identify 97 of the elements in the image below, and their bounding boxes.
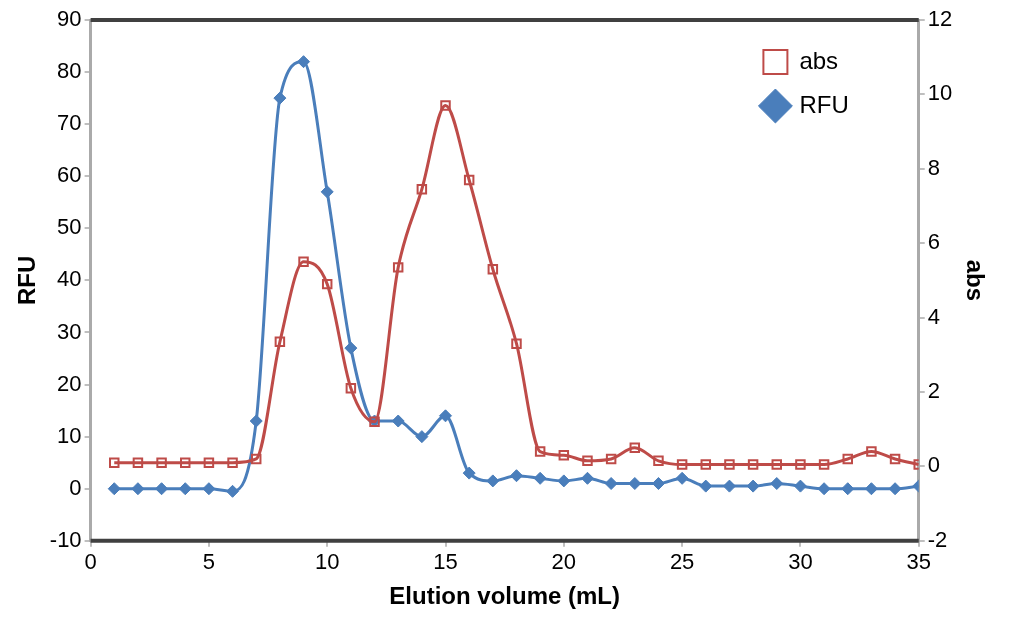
x-tick-label: 20: [551, 549, 577, 575]
point: [178, 482, 192, 496]
y-tick-label: 90: [57, 6, 82, 32]
point: [700, 459, 712, 470]
point: [629, 442, 641, 454]
point: [273, 91, 287, 105]
point: [107, 482, 121, 496]
point: [250, 453, 262, 465]
y2-tick-label: 4: [927, 303, 940, 329]
point: [795, 459, 806, 470]
point: [557, 474, 571, 488]
point: [345, 383, 357, 394]
point: [817, 482, 831, 496]
point: [509, 469, 523, 483]
point: [320, 185, 334, 199]
point: [818, 459, 830, 470]
point: [699, 479, 713, 493]
point: [533, 471, 547, 485]
x-tick-label: 10: [314, 549, 340, 575]
point: [156, 457, 167, 468]
point: [249, 414, 263, 428]
y2-tick-label: 12: [927, 6, 953, 32]
point: [722, 479, 736, 493]
point: [866, 446, 877, 457]
y-tick-label: 70: [57, 110, 82, 136]
point: [227, 457, 238, 468]
point: [274, 336, 286, 348]
y2-tick-label: -2: [927, 526, 948, 552]
point: [297, 55, 311, 69]
point: [842, 453, 853, 465]
point: [391, 414, 405, 428]
point: [462, 466, 476, 480]
point: [131, 482, 145, 496]
point: [771, 459, 783, 470]
y-tick-label: 80: [57, 58, 82, 84]
y-tick-label: 0: [69, 474, 82, 500]
point: [841, 482, 855, 496]
point: [747, 459, 759, 470]
point: [486, 474, 500, 488]
y2-tick-label: 2: [927, 378, 940, 404]
x-tick-label: 25: [669, 549, 695, 575]
point: [416, 184, 428, 195]
point: [298, 256, 309, 268]
y2-tick-label: 0: [927, 452, 940, 478]
point: [582, 455, 593, 467]
point: [439, 409, 453, 423]
point: [202, 482, 216, 496]
legend-label: RFU: [799, 90, 849, 118]
point: [558, 450, 570, 461]
point: [155, 482, 169, 496]
point: [889, 453, 901, 465]
point: [628, 477, 642, 491]
point: [203, 457, 215, 468]
point: [487, 264, 499, 275]
point: [653, 455, 664, 467]
point: [344, 341, 358, 355]
point: [392, 262, 404, 273]
y-tick-label: 10: [57, 422, 82, 448]
point: [604, 477, 618, 491]
point: [415, 430, 429, 444]
y2-tick-label: 10: [927, 80, 953, 106]
y2-tick-label: 8: [927, 154, 940, 180]
point: [109, 457, 120, 468]
point: [226, 484, 240, 498]
y-tick-label: 20: [57, 370, 82, 396]
point: [440, 100, 451, 111]
point: [675, 471, 689, 485]
point: [511, 338, 522, 349]
y-tick-label: -10: [49, 526, 82, 552]
point: [746, 479, 760, 493]
point: [534, 446, 546, 457]
point: [605, 453, 617, 465]
y-tick-label: 50: [57, 214, 82, 240]
y2-axis-title: abs: [961, 259, 989, 302]
legend-label: abs: [799, 46, 839, 74]
point: [724, 459, 735, 470]
x-tick-label: 30: [788, 549, 813, 575]
point: [888, 482, 902, 496]
point: [132, 457, 144, 468]
point: [864, 482, 878, 496]
x-tick-label: 15: [433, 549, 458, 575]
y-tick-label: 40: [57, 266, 82, 292]
point: [180, 457, 191, 468]
y2-tick-label: 6: [927, 229, 940, 255]
y-axis-title: RFU: [13, 255, 41, 306]
y-tick-label: 60: [57, 162, 82, 188]
point: [463, 174, 475, 186]
x-tick-label: 35: [906, 549, 931, 575]
x-axis-title: Elution volume (mL): [389, 582, 620, 610]
point: [580, 471, 594, 485]
point: [321, 278, 333, 290]
x-tick-label: 5: [202, 549, 216, 575]
y-tick-label: 30: [57, 318, 82, 344]
point: [676, 459, 688, 470]
point: [651, 477, 665, 491]
point: [770, 477, 784, 491]
point: [793, 479, 807, 493]
